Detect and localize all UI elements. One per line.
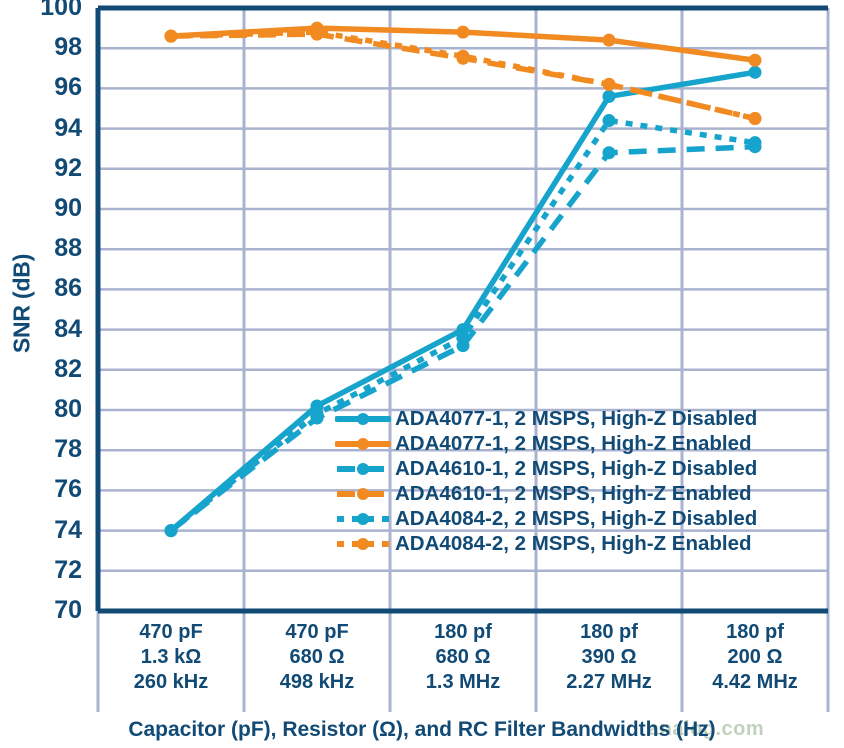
legend-symbol	[335, 412, 391, 425]
x-tick-line: 180 pf	[580, 621, 638, 643]
legend-symbol	[337, 537, 389, 550]
x-tick-line: 680 Ω	[435, 646, 491, 668]
series-marker	[456, 49, 470, 63]
y-tick-98: 98	[54, 33, 82, 62]
series-marker	[602, 89, 616, 103]
legend-label: ADA4077-1, 2 MSPS, High-Z Enabled	[395, 431, 752, 455]
y-tick-78: 78	[54, 435, 82, 464]
y-tick-88: 88	[54, 234, 82, 263]
y-tick-74: 74	[54, 515, 82, 544]
x-tick-line: 1.3 kΩ	[140, 646, 202, 668]
y-tick-100: 100	[40, 0, 82, 21]
y-tick-82: 82	[54, 354, 82, 383]
series-marker	[748, 53, 762, 67]
legend-label: ADA4077-1, 2 MSPS, High-Z Disabled	[395, 406, 758, 430]
y-tick-94: 94	[54, 113, 82, 142]
x-tick-1: 470 pF 1.3 kΩ 260 kHz	[111, 620, 231, 695]
x-tick-line: 200 Ω	[727, 646, 783, 668]
x-tick-line: 680 Ω	[289, 646, 345, 668]
series-marker	[164, 29, 178, 43]
x-tick-line: 180 pf	[726, 621, 784, 643]
legend-label: ADA4610-1, 2 MSPS, High-Z Disabled	[395, 456, 758, 480]
watermark: analog.com	[648, 718, 765, 740]
series-marker	[602, 114, 616, 128]
legend-marker	[357, 537, 369, 550]
x-tick-line: 470 pF	[139, 621, 203, 643]
y-tick-90: 90	[54, 194, 82, 222]
x-tick-4: 180 pf 390 Ω 2.27 MHz	[549, 620, 669, 695]
series-line-6	[170, 29, 756, 122]
series-marker	[748, 136, 762, 150]
x-tick-line: 470 pF	[285, 621, 349, 643]
series-marker	[748, 112, 762, 126]
x-tick-line: 498 kHz	[279, 671, 355, 693]
legend-item-5[interactable]: ADA4084-2, 2 MSPS, High-Z Disabled	[335, 506, 757, 531]
series-marker	[602, 33, 616, 47]
legend-item-4[interactable]: ADA4610-1, 2 MSPS, High-Z Enabled	[335, 481, 757, 506]
y-tick-92: 92	[54, 153, 82, 182]
series-marker	[164, 524, 178, 538]
legend-marker	[357, 512, 369, 525]
y-tick-84: 84	[54, 314, 82, 343]
series-marker	[310, 407, 324, 421]
legend-item-2[interactable]: ADA4077-1, 2 MSPS, High-Z Enabled	[335, 431, 757, 456]
y-tick-76: 76	[54, 475, 82, 504]
legend-label: ADA4084-2, 2 MSPS, High-Z Enabled	[395, 531, 752, 555]
legend-symbol	[337, 512, 389, 525]
series-marker	[456, 25, 470, 39]
y-tick-96: 96	[54, 73, 82, 102]
legend-marker	[357, 437, 369, 450]
series-marker	[602, 146, 616, 160]
legend-symbol	[335, 437, 391, 450]
x-tick-3: 180 pf 680 Ω 1.3 MHz	[403, 620, 523, 695]
legend-symbol	[337, 487, 389, 500]
y-tick-86: 86	[54, 274, 82, 303]
x-tick-2: 470 pF 680 Ω 498 kHz	[257, 620, 377, 695]
x-tick-line: 2.27 MHz	[566, 671, 652, 693]
x-tick-line: 390 Ω	[581, 646, 637, 668]
legend-marker	[357, 412, 369, 425]
legend-item-6[interactable]: ADA4084-2, 2 MSPS, High-Z Enabled	[335, 531, 757, 556]
legend-marker	[357, 462, 369, 475]
x-axis-title: Capacitor (pF), Resistor (Ω), and RC Fil…	[128, 718, 716, 741]
y-tick-72: 72	[54, 555, 82, 584]
legend-label: ADA4084-2, 2 MSPS, High-Z Disabled	[395, 506, 758, 530]
x-tick-line: 180 pf	[434, 621, 492, 643]
series-marker	[602, 77, 616, 91]
y-tick-80: 80	[54, 395, 82, 423]
series-marker	[456, 331, 470, 345]
x-tick-line: 260 kHz	[133, 671, 209, 693]
legend-item-3[interactable]: ADA4610-1, 2 MSPS, High-Z Disabled	[335, 456, 757, 481]
legend-symbol	[337, 462, 389, 475]
legend: ADA4077-1, 2 MSPS, High-Z Disabled ADA407…	[335, 406, 757, 556]
legend-marker	[357, 487, 369, 500]
series-marker	[748, 65, 762, 79]
y-tick-70: 70	[54, 596, 82, 624]
x-tick-line: 4.42 MHz	[712, 671, 798, 693]
legend-label: ADA4610-1, 2 MSPS, High-Z Enabled	[395, 481, 752, 505]
x-tick-5: 180 pf 200 Ω 4.42 MHz	[695, 620, 815, 695]
series-marker	[310, 25, 324, 39]
legend-item-1[interactable]: ADA4077-1, 2 MSPS, High-Z Disabled	[335, 406, 757, 431]
x-tick-line: 1.3 MHz	[425, 671, 501, 693]
